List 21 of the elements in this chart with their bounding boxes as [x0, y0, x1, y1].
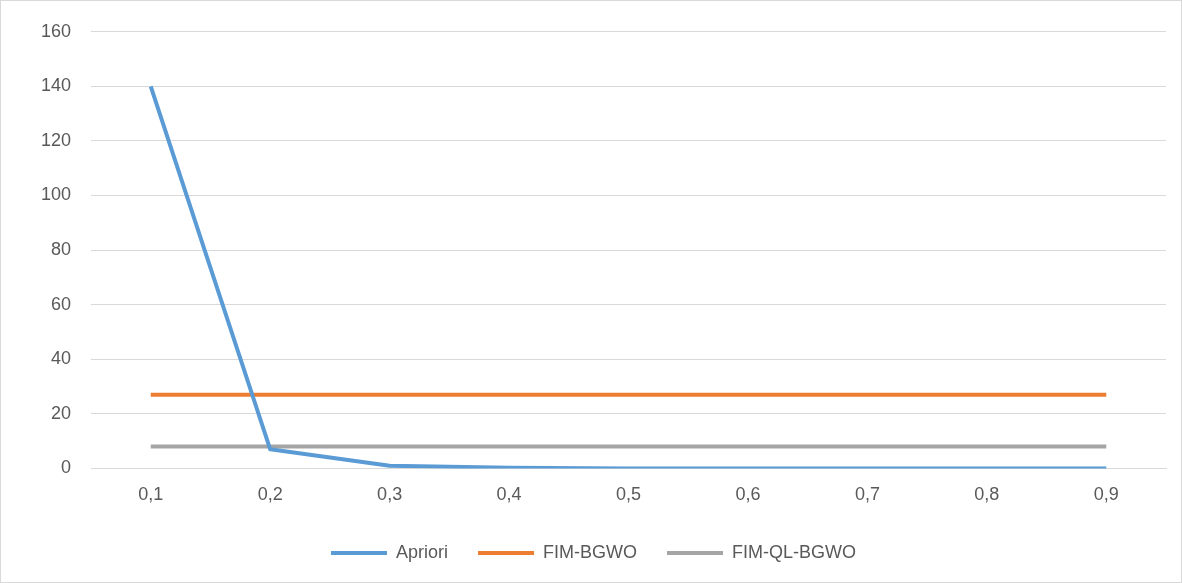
y-tick-label: 20: [51, 402, 72, 423]
x-tick-label: 0,7: [854, 484, 880, 505]
x-tick-label: 0,5: [616, 484, 642, 505]
x-tick-label: 0,9: [1093, 484, 1119, 505]
x-tick-label: 0,2: [257, 484, 283, 505]
legend-label: FIM-BGWO: [543, 541, 638, 562]
legend-label: FIM-QL-BGWO: [732, 541, 856, 562]
y-tick-label: 160: [40, 20, 72, 41]
x-tick-label: 0,8: [974, 484, 1000, 505]
legend-label: Apriori: [396, 541, 449, 562]
y-tick-label: 60: [51, 293, 72, 314]
y-tick-label: 0: [61, 457, 72, 478]
x-tick-label: 0,6: [735, 484, 761, 505]
y-tick-label: 40: [51, 348, 72, 369]
y-tick-label: 140: [40, 75, 72, 96]
y-tick-label: 120: [40, 129, 72, 150]
x-tick-label: 0,1: [138, 484, 164, 505]
y-tick-label: 100: [40, 184, 72, 205]
x-tick-label: 0,3: [377, 484, 403, 505]
y-tick-label: 80: [51, 239, 72, 260]
x-tick-label: 0,4: [496, 484, 522, 505]
